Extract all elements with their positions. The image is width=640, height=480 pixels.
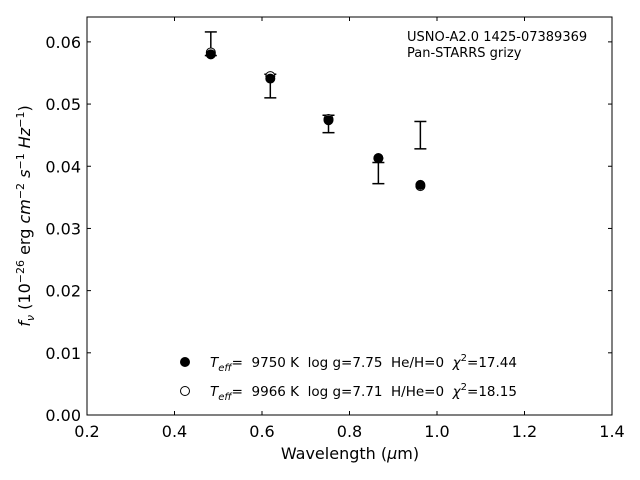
y-tick-label: 0.05 (45, 95, 81, 114)
y-tick-label: 0.06 (45, 33, 81, 52)
legend-marker-filled (180, 357, 190, 367)
model-points (205, 47, 426, 192)
x-tick-label: 0.8 (337, 422, 362, 441)
model-point-filled (323, 115, 334, 126)
object-annotation-line2: Pan-STARRS grizy (407, 46, 522, 61)
x-tick-label: 1.4 (599, 422, 624, 441)
x-tick-label: 1.0 (424, 422, 449, 441)
legend-marker-open (180, 386, 190, 396)
legend-entry-1: Teff= 9750 K log g=7.75 He/H=0 χ2=17.44 (210, 353, 517, 374)
model-point-filled (373, 153, 384, 164)
x-tick-label: 0.4 (162, 422, 187, 441)
y-tick-label: 0.00 (45, 406, 81, 425)
model-point-filled (265, 73, 276, 84)
axis-ticks: 0.2 0.4 0.6 0.8 1.0 1.2 1.4 0.00 0.01 0.02 0.03 0.0… (45, 17, 625, 441)
x-tick-label: 0.2 (74, 422, 99, 441)
model-point-filled (415, 179, 426, 190)
y-tick-label: 0.03 (45, 219, 81, 238)
observed-error-bars (204, 31, 427, 185)
y-tick-label: 0.02 (45, 282, 81, 301)
x-axis-label: Wavelength (μm) (281, 444, 419, 463)
y-axis-label: fν (10−26 erg cm−2 s−1 Hz−1) (14, 105, 37, 326)
object-annotation-line1: USNO-A2.0 1425-07389369 (407, 30, 587, 45)
x-tick-label: 0.6 (249, 422, 274, 441)
x-tick-label: 1.2 (512, 422, 537, 441)
legend: Teff= 9750 K log g=7.75 He/H=0 χ2=17.44 … (180, 353, 517, 403)
legend-entry-2: Teff= 9966 K log g=7.71 H/He=0 χ2=18.15 (210, 382, 517, 403)
y-tick-label: 0.01 (45, 344, 81, 363)
y-tick-label: 0.04 (45, 157, 81, 176)
model-point-filled (205, 49, 216, 60)
